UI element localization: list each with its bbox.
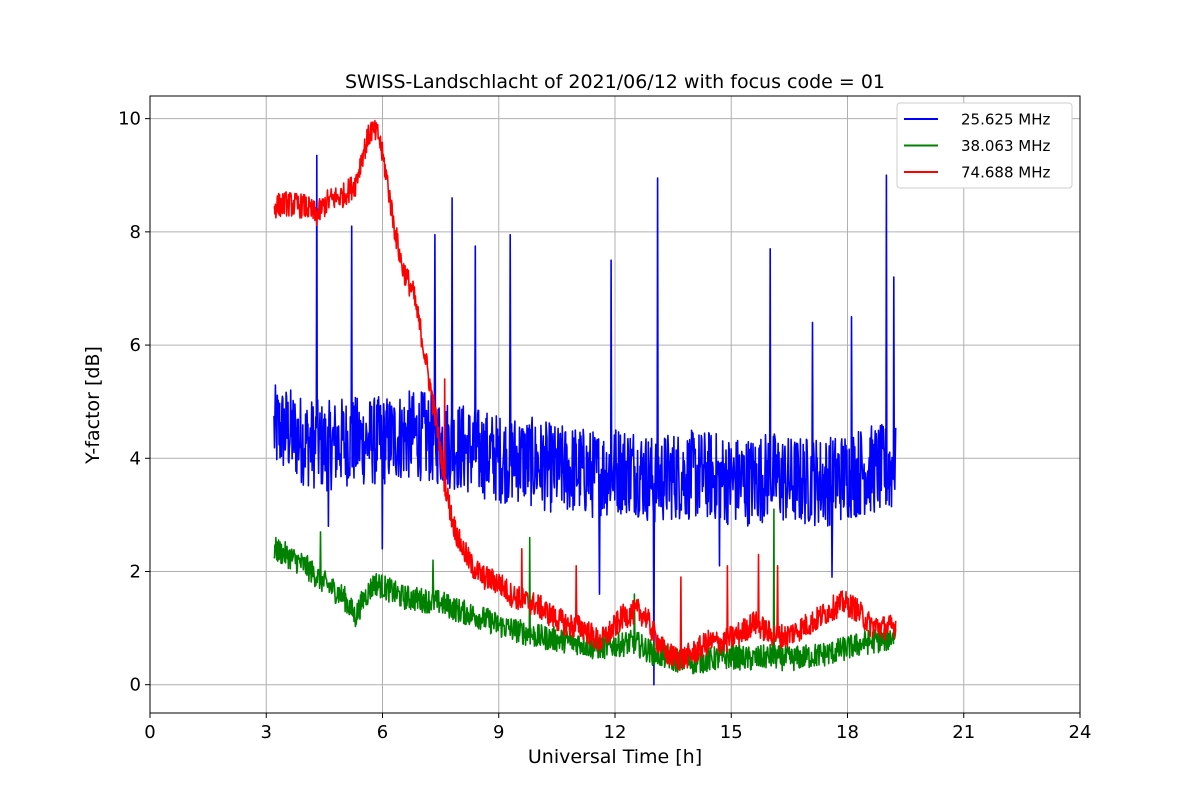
legend-label: 74.688 MHz — [961, 164, 1050, 182]
y-axis-label: Y-factor [dB] — [82, 346, 104, 465]
x-tick-label: 15 — [720, 722, 743, 743]
x-tick-label: 21 — [952, 722, 975, 743]
x-tick-label: 18 — [836, 722, 859, 743]
x-tick-label: 9 — [493, 722, 504, 743]
y-tick-label: 8 — [130, 222, 141, 243]
chart-title: SWISS-Landschlacht of 2021/06/12 with fo… — [345, 71, 885, 93]
series-line — [273, 154, 897, 686]
x-tick-label: 24 — [1069, 722, 1092, 743]
series-line — [273, 508, 897, 675]
series-layer — [273, 119, 897, 686]
x-axis-label: Universal Time [h] — [528, 746, 702, 768]
y-tick-label: 0 — [130, 675, 141, 696]
y-tick-label: 6 — [130, 335, 141, 356]
legend-label: 25.625 MHz — [961, 111, 1050, 129]
y-tick-label: 10 — [118, 109, 141, 130]
x-tick-label: 3 — [261, 722, 272, 743]
y-tick-label: 2 — [130, 561, 141, 582]
y-tick-label: 4 — [130, 448, 141, 469]
legend-label: 38.063 MHz — [961, 137, 1050, 155]
series-line — [273, 119, 897, 671]
x-tick-label: 12 — [604, 722, 627, 743]
legend: 25.625 MHz 38.063 MHz 74.688 MHz — [896, 102, 1073, 189]
legend-box — [896, 102, 1073, 189]
x-tick-label: 0 — [144, 722, 155, 743]
x-tick-label: 6 — [377, 722, 388, 743]
